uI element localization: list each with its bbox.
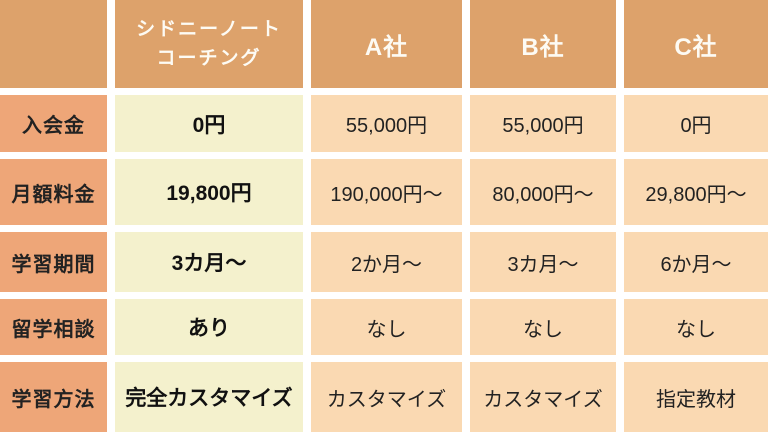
header-cell-sydney-note-coaching: シドニーノート コーチング: [115, 0, 303, 88]
cell-study-period-company-b: 3カ月〜: [470, 232, 616, 292]
cell-admission-fee-company-a: 55,000円: [311, 95, 462, 152]
cell-method-company-c: 指定教材: [624, 362, 768, 432]
row-label-study-abroad-consult: 留学相談: [0, 299, 107, 355]
header-cell-company-b: B社: [470, 0, 616, 88]
corner-cell: [0, 0, 107, 88]
header-cell-company-c: C社: [624, 0, 768, 88]
cell-consult-company-c: なし: [624, 299, 768, 355]
cell-admission-fee-company-b: 55,000円: [470, 95, 616, 152]
cell-admission-fee-brand: 0円: [115, 95, 303, 152]
brand-name-line1: シドニーノート: [136, 18, 282, 40]
row-label-study-period: 学習期間: [0, 232, 107, 292]
cell-consult-company-a: なし: [311, 299, 462, 355]
cell-admission-fee-company-c: 0円: [624, 95, 768, 152]
cell-study-period-company-a: 2か月〜: [311, 232, 462, 292]
header-cell-company-a: A社: [311, 0, 462, 88]
cell-monthly-fee-company-b: 80,000円〜: [470, 159, 616, 225]
cell-study-period-brand: 3カ月〜: [115, 232, 303, 292]
cell-monthly-fee-brand: 19,800円: [115, 159, 303, 225]
cell-consult-brand: あり: [115, 299, 303, 355]
cell-monthly-fee-company-c: 29,800円〜: [624, 159, 768, 225]
cell-method-company-a: カスタマイズ: [311, 362, 462, 432]
cell-method-company-b: カスタマイズ: [470, 362, 616, 432]
cell-study-period-company-c: 6か月〜: [624, 232, 768, 292]
cell-monthly-fee-company-a: 190,000円〜: [311, 159, 462, 225]
cell-consult-company-b: なし: [470, 299, 616, 355]
row-label-learning-method: 学習方法: [0, 362, 107, 432]
cell-method-brand: 完全カスタマイズ: [115, 362, 303, 432]
brand-name-line2: コーチング: [156, 48, 262, 69]
row-label-monthly-fee: 月額料金: [0, 159, 107, 225]
row-label-admission-fee: 入会金: [0, 95, 107, 152]
